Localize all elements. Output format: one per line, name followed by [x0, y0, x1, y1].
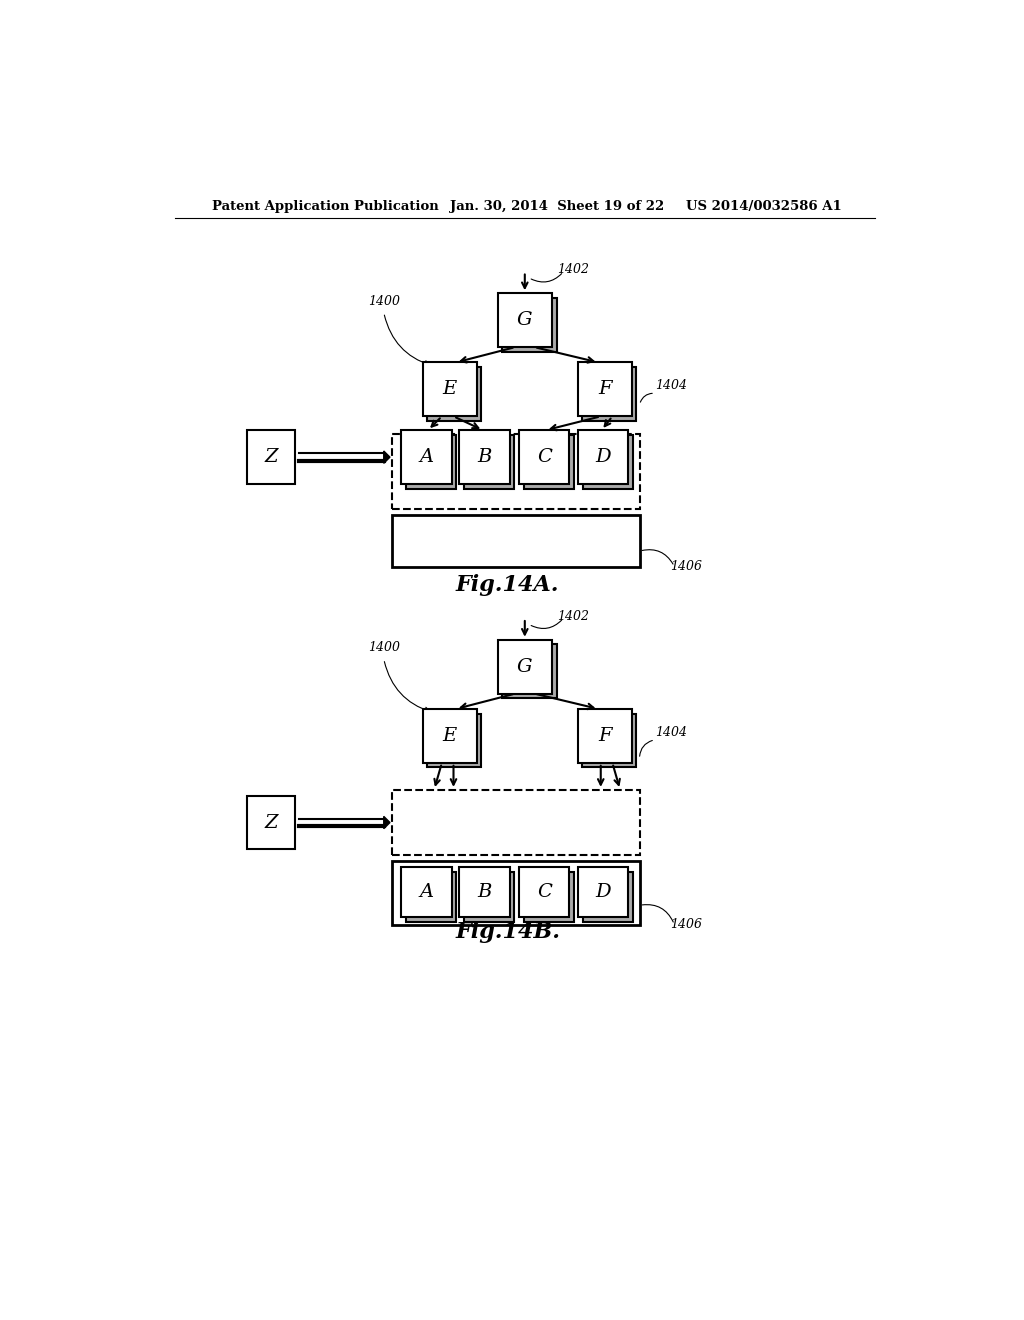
Text: B: B — [477, 883, 492, 902]
Bar — [523, 434, 574, 488]
Bar — [406, 434, 457, 488]
Text: D: D — [595, 883, 611, 902]
Text: F: F — [598, 380, 611, 399]
Polygon shape — [384, 816, 390, 829]
Bar — [578, 430, 629, 484]
Bar — [248, 430, 295, 484]
Bar — [519, 430, 569, 484]
Bar — [503, 644, 557, 698]
Text: US 2014/0032586 A1: US 2014/0032586 A1 — [686, 199, 842, 213]
Text: C: C — [537, 449, 552, 466]
Text: 1404: 1404 — [655, 379, 687, 392]
Text: E: E — [442, 727, 457, 744]
Bar — [519, 867, 569, 917]
Bar — [464, 434, 514, 488]
Bar — [423, 363, 477, 416]
Bar — [391, 789, 640, 855]
Text: 1404: 1404 — [655, 726, 687, 739]
Text: 1400: 1400 — [369, 642, 400, 655]
Bar — [583, 367, 636, 421]
Text: Z: Z — [264, 449, 279, 466]
Bar — [401, 430, 452, 484]
Text: G: G — [517, 657, 532, 676]
Bar — [391, 515, 640, 566]
Text: E: E — [442, 380, 457, 399]
Bar — [427, 714, 481, 767]
Text: 1406: 1406 — [671, 561, 702, 573]
Bar — [248, 796, 295, 850]
Bar — [578, 867, 629, 917]
Bar — [498, 293, 552, 347]
Bar — [401, 867, 452, 917]
Bar — [427, 367, 481, 421]
Text: C: C — [537, 883, 552, 902]
Bar — [423, 709, 477, 763]
Text: 1402: 1402 — [557, 263, 590, 276]
Text: D: D — [595, 449, 611, 466]
Text: Z: Z — [264, 813, 279, 832]
Text: 1400: 1400 — [369, 294, 400, 308]
Bar — [578, 709, 632, 763]
Bar — [464, 871, 514, 921]
Text: G: G — [517, 312, 532, 329]
Text: Fig.14A.: Fig.14A. — [456, 574, 559, 597]
Text: 1402: 1402 — [557, 610, 590, 623]
Text: Jan. 30, 2014  Sheet 19 of 22: Jan. 30, 2014 Sheet 19 of 22 — [450, 199, 664, 213]
Text: A: A — [419, 449, 433, 466]
Text: F: F — [598, 727, 611, 744]
Bar — [406, 871, 457, 921]
Bar — [583, 434, 633, 488]
Bar — [391, 434, 640, 508]
Text: A: A — [419, 883, 433, 902]
Bar — [523, 871, 574, 921]
Polygon shape — [384, 451, 390, 463]
Text: Patent Application Publication: Patent Application Publication — [212, 199, 438, 213]
Text: B: B — [477, 449, 492, 466]
Text: 1406: 1406 — [671, 919, 702, 932]
Bar — [498, 640, 552, 693]
Bar — [583, 714, 636, 767]
Text: Fig.14B.: Fig.14B. — [456, 920, 560, 942]
Bar — [391, 861, 640, 924]
Bar — [460, 430, 510, 484]
Bar — [583, 871, 633, 921]
Bar — [460, 867, 510, 917]
Bar — [578, 363, 632, 416]
Bar — [503, 298, 557, 351]
